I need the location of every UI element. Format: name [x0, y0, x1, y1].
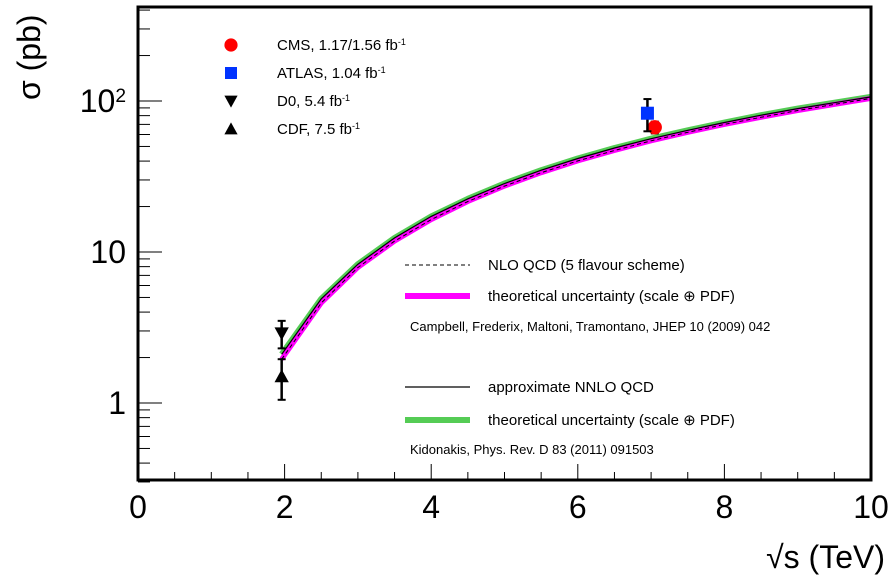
x-tick-label: 10: [853, 489, 889, 525]
legend-marker-square: [225, 67, 237, 79]
legend-marker-triangle-down: [224, 95, 238, 108]
x-axis-title: √s (TeV): [766, 539, 885, 575]
legend-label: theoretical uncertainty (scale ⊕ PDF): [488, 412, 735, 429]
legend-theory: NLO QCD (5 flavour scheme) theoretical un…: [405, 257, 770, 457]
legend-label: CDF, 7.5 fb-1: [277, 121, 360, 138]
legend-measurements: CMS, 1.17/1.56 fb-1 ATLAS, 1.04 fb-1 D0, 5…: [224, 37, 406, 138]
data-point-square: [640, 106, 654, 120]
data-point-triangle-down: [274, 327, 289, 341]
x-tick-label: 8: [716, 489, 734, 525]
y-axis-title: σ (pb): [11, 14, 47, 100]
x-tick-label: 2: [276, 489, 294, 525]
legend-label: NLO QCD (5 flavour scheme): [488, 257, 685, 274]
x-tick-label: 0: [129, 489, 147, 525]
y-tick-label: 102: [80, 83, 126, 119]
legend-marker-circle: [224, 38, 238, 52]
x-tick-label: 6: [569, 489, 587, 525]
y-tick-label: 1: [108, 385, 126, 421]
measurement-markers: [274, 98, 662, 401]
legend-label: theoretical uncertainty (scale ⊕ PDF): [488, 288, 735, 305]
y-tick-label: 10: [90, 234, 126, 270]
nlo-curve: [281, 97, 872, 360]
legend-reference: Kidonakis, Phys. Rev. D 83 (2011) 091503: [410, 442, 654, 457]
theory-curves: [281, 96, 872, 360]
legend-label: ATLAS, 1.04 fb-1: [277, 65, 386, 82]
axis-tick-labels: 0 2 4 6 8 10 1 10 102: [80, 83, 889, 525]
legend-label: CMS, 1.17/1.56 fb-1: [277, 37, 406, 54]
axis-ticks: [137, 9, 872, 483]
legend-marker-triangle-up: [224, 122, 238, 135]
legend-label: D0, 5.4 fb-1: [277, 93, 350, 110]
legend-label: approximate NNLO QCD: [488, 379, 654, 396]
legend-reference: Campbell, Frederix, Maltoni, Tramontano,…: [410, 319, 770, 334]
nnlo-curve: [281, 96, 872, 355]
x-tick-label: 4: [422, 489, 440, 525]
data-point-triangle-up: [274, 369, 289, 383]
